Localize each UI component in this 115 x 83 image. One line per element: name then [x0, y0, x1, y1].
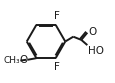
Text: F: F: [53, 62, 59, 72]
Text: CH₃: CH₃: [3, 56, 20, 65]
Text: O: O: [88, 27, 96, 37]
Text: F: F: [53, 11, 59, 21]
Text: HO: HO: [87, 46, 103, 56]
Text: O: O: [19, 55, 27, 65]
